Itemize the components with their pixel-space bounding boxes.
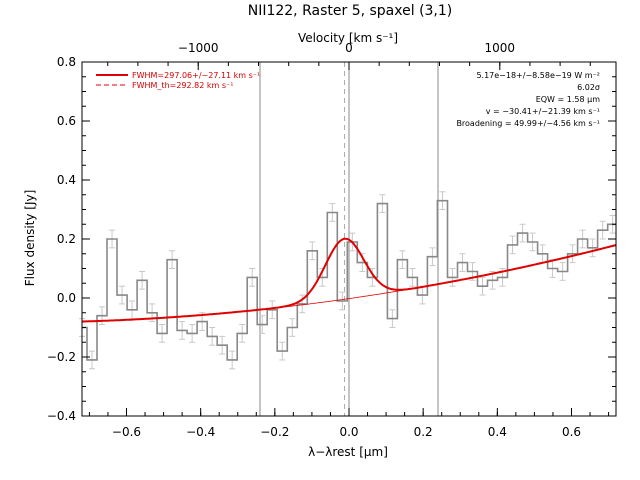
top-tick-label: −1000 [178, 41, 219, 55]
x-tick-label: −0.2 [260, 425, 289, 439]
x-tick-label: 0.4 [488, 425, 507, 439]
x-axis-label: λ−λrest [μm] [308, 445, 388, 459]
y-axis-label: Flux density [Jy] [23, 190, 37, 287]
annotation-sigma: 6.02σ [577, 83, 600, 92]
x-tick-label: −0.6 [112, 425, 141, 439]
y-tick-label: 0.8 [57, 55, 76, 69]
y-tick-label: 0.0 [57, 291, 76, 305]
x-tick-label: 0.6 [562, 425, 581, 439]
top-tick-label: 0 [345, 41, 353, 55]
x-tick-label: −0.4 [186, 425, 215, 439]
legend-entry-fwhm-th: FWHM_th=292.82 km s⁻¹ [132, 81, 233, 90]
annotation-eqw: EQW = 1.58 μm [536, 95, 600, 104]
annotation-flux: 5.17e−18+/−8.58e−19 W m⁻² [476, 71, 600, 80]
y-tick-label: 0.4 [57, 173, 76, 187]
legend-entry-fwhm: FWHM=297.06+/−27.11 km s⁻¹ [132, 71, 260, 80]
line-fit [82, 237, 617, 323]
legend: FWHM=297.06+/−27.11 km s⁻¹ FWHM_th=292.8… [96, 71, 260, 90]
data-series [82, 199, 616, 361]
x-tick-label: 0.2 [414, 425, 433, 439]
annotation-broadening: Broadening = 49.99+/−4.56 km s⁻¹ [456, 119, 600, 128]
y-tick-label: 0.2 [57, 232, 76, 246]
x-tick-label: 0.0 [339, 425, 358, 439]
top-tick-label: 1000 [485, 41, 516, 55]
y-tick-label: −0.2 [47, 350, 76, 364]
chart-title: NII122, Raster 5, spaxel (3,1) [248, 3, 453, 19]
fit-annotations: 5.17e−18+/−8.58e−19 W m⁻² 6.02σ EQW = 1.… [456, 71, 600, 128]
y-tick-label: −0.4 [47, 409, 76, 423]
annotation-velocity: v = −30.41+/−21.39 km s⁻¹ [486, 107, 600, 116]
y-tick-label: 0.6 [57, 114, 76, 128]
top-axis-label: Velocity [km s⁻¹] [298, 31, 398, 45]
